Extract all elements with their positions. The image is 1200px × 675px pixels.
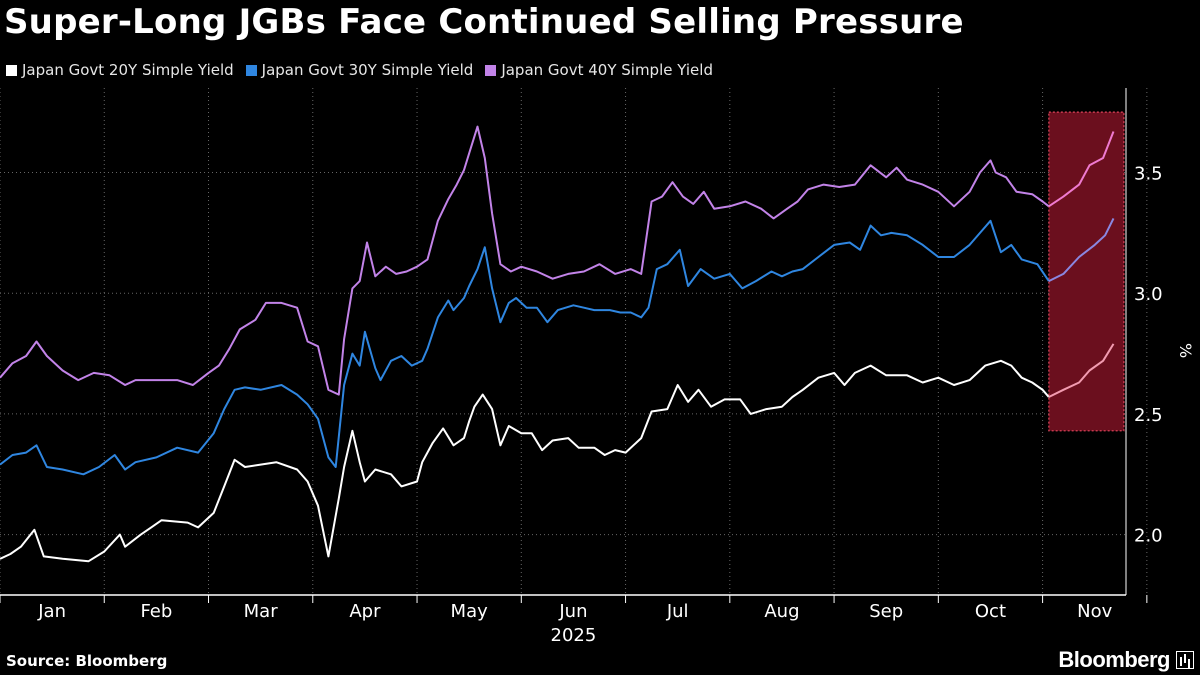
- x-tick-label: Mar: [244, 601, 279, 622]
- chart-logo-icon: [1176, 651, 1194, 669]
- grid: [0, 88, 1148, 595]
- x-tick-label: Apr: [349, 601, 381, 622]
- y-tick-label: 3.0: [1134, 284, 1163, 305]
- x-tick-label: Aug: [764, 601, 799, 622]
- series-line-highlight-2: [1048, 131, 1115, 208]
- legend-swatch-30y: [245, 64, 257, 76]
- x-tick-label: Feb: [140, 601, 172, 622]
- y-tick-label: 2.0: [1134, 526, 1163, 547]
- x-tick-label: Jun: [558, 601, 587, 622]
- x-tick-label: Jul: [666, 601, 689, 622]
- series-line-highlight-0: [1048, 343, 1115, 398]
- x-tick-label: Oct: [975, 601, 1006, 622]
- x-tick-label: Jan: [37, 601, 66, 622]
- chart-title: Super-Long JGBs Face Continued Selling P…: [4, 2, 964, 42]
- legend-item-30y: Japan Govt 30Y Simple Yield: [245, 61, 474, 79]
- series-line-0: [0, 359, 1050, 563]
- legend-item-40y: Japan Govt 40Y Simple Yield: [485, 61, 713, 79]
- legend-label-30y: Japan Govt 30Y Simple Yield: [261, 61, 474, 79]
- legend-label-40y: Japan Govt 40Y Simple Yield: [501, 61, 713, 79]
- series-line-highlight-1: [1048, 217, 1115, 282]
- series-line-1: [0, 219, 1050, 476]
- bloomberg-logo: Bloomberg: [1058, 647, 1194, 673]
- x-tick-label: Sep: [869, 601, 903, 622]
- series-lines: [0, 125, 1115, 563]
- y-tick-label: 3.5: [1134, 164, 1163, 185]
- legend-label-20y: Japan Govt 20Y Simple Yield: [22, 61, 234, 79]
- legend-swatch-20y: [6, 64, 17, 76]
- axes: 2.0 2.5 3.0 3.5% Jan Feb Mar Apr May Jun Jul Aug Sep…: [0, 88, 1195, 646]
- x-year-label: 2025: [551, 625, 597, 646]
- brand-text: Bloomberg: [1058, 647, 1170, 672]
- x-tick-label: Nov: [1077, 601, 1112, 622]
- highlight-region: [1048, 111, 1125, 432]
- y-tick-label: 2.5: [1134, 405, 1163, 426]
- x-tick-label: May: [451, 601, 489, 622]
- legend: Japan Govt 20Y Simple Yield Japan Govt 3…: [6, 61, 725, 79]
- legend-item-20y: Japan Govt 20Y Simple Yield: [6, 61, 234, 79]
- highlight-box: [1048, 111, 1125, 432]
- source-note: Source: Bloomberg: [6, 652, 168, 670]
- series-line-2: [0, 125, 1050, 396]
- y-axis-unit: %: [1176, 343, 1195, 358]
- legend-swatch-40y: [485, 64, 497, 76]
